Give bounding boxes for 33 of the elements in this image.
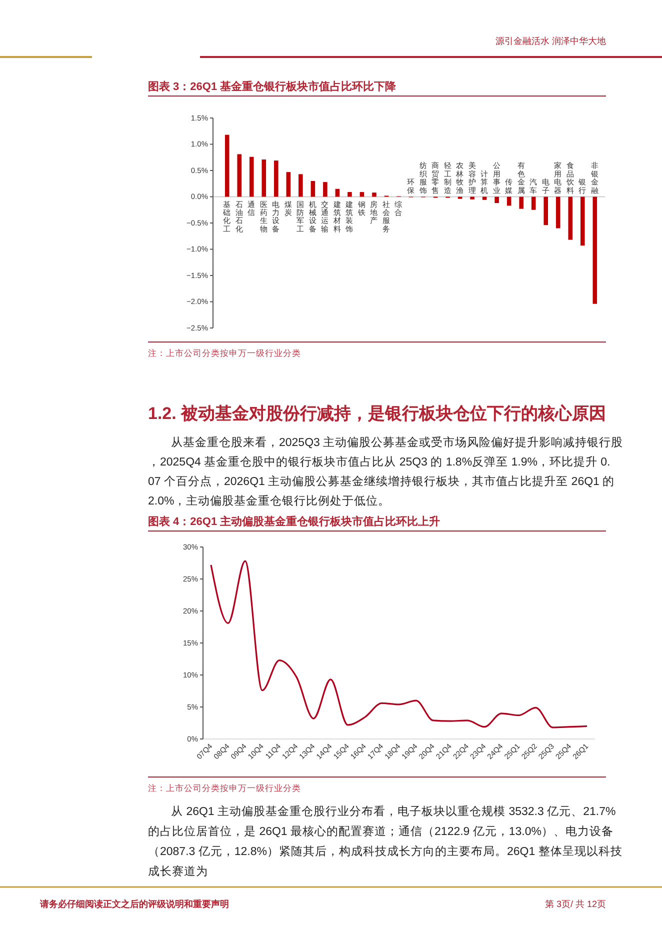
line-series	[210, 560, 588, 728]
bar	[580, 196, 585, 246]
text: 1.2. 被动基金对股份行减持，是银行板块仓位下行的核心原因	[148, 404, 606, 423]
text: 注：上市公司分类按申万一级行业分类	[148, 348, 301, 358]
bar	[556, 196, 560, 228]
bar	[274, 160, 278, 197]
text: 注：上市公司分类按申万一级行业分类	[148, 783, 301, 793]
bar	[592, 196, 598, 304]
text: 从基金重仓股来看，2025Q3 主动偏股公募基金或受市场风险偏好提升影响减持银行股，2025Q4 基金重仓股中的银行板块市值占比从 25Q3 的 1.8%反弹至 1.9%，环比提升 0.07 个百分点，2026Q1 主动偏股公募基金继续增持银行板块，其市值占比提升至 26Q1 的 2.0%，主动偏股基金重仓银行比例处于低位。	[148, 435, 624, 508]
bar	[544, 196, 548, 226]
bar	[323, 182, 328, 197]
bar	[298, 174, 303, 197]
chart-title: 图表 4：26Q1 主动偏股基金重仓银行板块市值占比环比上升	[148, 515, 440, 528]
bar	[310, 181, 316, 197]
bar	[262, 159, 266, 197]
bar	[348, 192, 352, 197]
bar	[568, 196, 573, 240]
bar	[372, 192, 376, 197]
bar	[335, 188, 340, 197]
bar	[224, 134, 230, 197]
text: 源引金融活水 润泽中华大地	[495, 36, 606, 46]
bar	[360, 192, 364, 197]
bar	[237, 154, 242, 197]
bar	[249, 156, 254, 197]
bar	[286, 172, 291, 197]
text: 第 3页/ 共 12页	[544, 899, 606, 909]
bar	[519, 196, 524, 209]
bar	[494, 196, 499, 204]
text: 从 26Q1 主动偏股基金重仓股行业分布看，电子板块以重仓规模 3532.3 亿元、21.7%的占比位居首位，是 26Q1 最核心的配置赛道；通信（2122.9 亿元，13.0%）、电力设备（2087.3 亿元，12.8%）紧随其后，构成科技成长方向的主要布局。26Q1 整体呈现以科技成长赛道为	[148, 804, 622, 878]
text: 请务必仔细阅读正文之后的评级说明和重要声明	[39, 899, 229, 909]
bar	[470, 196, 474, 200]
bar	[531, 196, 536, 210]
chart-title: 图表 3：26Q1 基金重仓银行板块市值占比环比下降	[148, 80, 398, 93]
